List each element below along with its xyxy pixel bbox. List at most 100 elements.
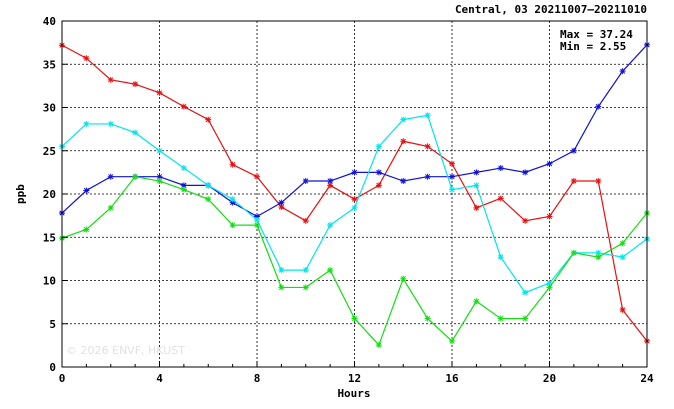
data-point xyxy=(473,182,480,189)
data-point xyxy=(327,222,334,229)
data-point xyxy=(229,196,236,203)
data-point xyxy=(424,143,431,150)
data-point xyxy=(229,199,236,206)
data-point xyxy=(424,112,431,119)
x-tick-label: 20 xyxy=(543,372,556,385)
data-point xyxy=(497,254,504,261)
data-point xyxy=(570,249,577,256)
data-point xyxy=(473,204,480,211)
data-point xyxy=(570,147,577,154)
data-point xyxy=(570,178,577,185)
data-point xyxy=(375,341,382,348)
data-point xyxy=(278,203,285,210)
data-point xyxy=(619,240,626,247)
data-point xyxy=(229,161,236,168)
series-layer xyxy=(59,41,650,348)
data-point xyxy=(424,173,431,180)
data-point xyxy=(132,173,139,180)
data-point xyxy=(473,169,480,176)
data-point xyxy=(424,315,431,322)
data-point xyxy=(400,138,407,145)
y-tick-label: 30 xyxy=(43,102,56,115)
data-point xyxy=(351,169,358,176)
grid-lines xyxy=(62,21,647,367)
data-point xyxy=(180,103,187,110)
x-tick-label: 0 xyxy=(59,372,66,385)
data-point xyxy=(156,178,163,185)
data-point xyxy=(254,213,260,220)
series-2 xyxy=(59,41,650,220)
data-point xyxy=(595,103,602,110)
data-point xyxy=(351,315,358,322)
data-point xyxy=(107,120,114,127)
x-axis-label: Hours xyxy=(337,387,370,400)
x-tick-label: 4 xyxy=(156,372,163,385)
data-point xyxy=(497,195,504,202)
data-point xyxy=(351,204,358,211)
data-point xyxy=(180,182,187,189)
x-tick-label: 8 xyxy=(254,372,261,385)
data-point xyxy=(83,120,90,127)
data-point xyxy=(278,284,285,291)
data-point xyxy=(522,289,529,296)
data-point xyxy=(619,306,626,313)
data-point xyxy=(132,81,139,88)
data-point xyxy=(302,284,309,291)
y-tick-label: 0 xyxy=(49,361,56,374)
data-point xyxy=(449,186,455,193)
chart-title: Central, 03 20211007–20211010 xyxy=(455,3,647,16)
data-point xyxy=(546,213,553,220)
data-point xyxy=(497,315,504,322)
y-tick-label: 15 xyxy=(43,231,56,244)
data-point xyxy=(449,160,455,167)
data-point xyxy=(351,196,358,203)
data-point xyxy=(400,178,407,185)
data-point xyxy=(229,222,236,229)
axis-ticks: 0 4 8 12 16 20 24 0 5 10 15 20 25 30 35 40 xyxy=(43,15,654,385)
data-point xyxy=(400,116,407,123)
data-point xyxy=(302,178,309,185)
data-point xyxy=(254,216,260,223)
data-point xyxy=(522,169,529,176)
data-point xyxy=(375,182,382,189)
data-point xyxy=(156,147,163,154)
y-tick-label: 40 xyxy=(43,15,56,28)
data-point xyxy=(254,173,260,180)
data-point xyxy=(595,178,602,185)
data-point xyxy=(546,280,553,287)
data-point xyxy=(595,249,602,256)
data-point xyxy=(302,267,309,274)
data-point xyxy=(449,173,455,180)
data-point xyxy=(546,284,553,291)
data-point xyxy=(156,89,163,96)
y-tick-label: 25 xyxy=(43,145,56,158)
data-point xyxy=(327,182,334,189)
y-tick-label: 5 xyxy=(49,318,56,331)
data-point xyxy=(205,196,212,203)
data-point xyxy=(546,160,553,167)
data-point xyxy=(497,165,504,172)
series-4 xyxy=(59,173,650,348)
y-tick-label: 20 xyxy=(43,188,56,201)
y-tick-label: 35 xyxy=(43,58,56,71)
data-point xyxy=(205,116,212,123)
data-point xyxy=(180,186,187,193)
data-point xyxy=(619,254,626,261)
data-point xyxy=(156,173,163,180)
x-tick-label: 16 xyxy=(445,372,459,385)
data-point xyxy=(180,165,187,172)
data-point xyxy=(449,338,455,345)
x-tick-label: 24 xyxy=(640,372,654,385)
data-point xyxy=(375,169,382,176)
data-point xyxy=(327,267,334,274)
data-point xyxy=(83,226,90,233)
min-value-label: Min = 2.55 xyxy=(560,40,626,53)
data-point xyxy=(254,222,260,229)
data-point xyxy=(473,298,480,305)
data-point xyxy=(278,199,285,206)
data-point xyxy=(522,315,529,322)
data-point xyxy=(302,217,309,224)
data-point xyxy=(132,129,139,136)
y-axis-label: ppb xyxy=(14,184,27,204)
data-point xyxy=(107,204,114,211)
